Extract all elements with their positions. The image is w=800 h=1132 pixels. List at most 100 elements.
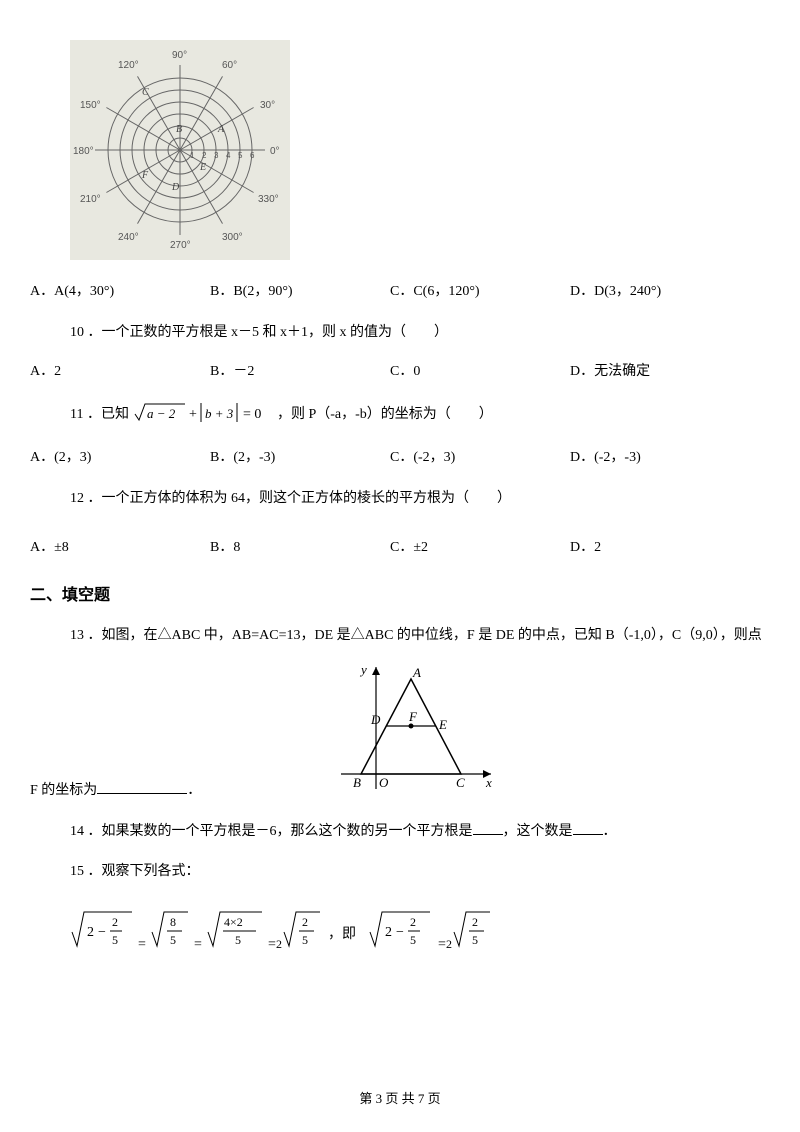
q12-option-a: A．±8 [30,536,210,556]
q10-stem: 10 ．一个正数的平方根是 x－5 和 x＋1，则 x 的值为（ ） [70,320,770,345]
svg-text:5: 5 [238,151,243,160]
svg-text:B: B [176,124,182,135]
svg-text:C: C [456,775,465,790]
svg-text:O: O [379,775,389,790]
svg-text:B: B [353,775,361,790]
polar-label-120: 120° [118,60,139,71]
q9-option-a: A．A(4，30°) [30,280,210,300]
svg-text:+: + [189,407,197,422]
svg-text:5: 5 [112,933,118,947]
polar-label-90: 90° [172,50,187,61]
svg-text:F: F [141,170,149,181]
svg-text:=: = [138,937,146,952]
svg-text:2: 2 [302,915,308,929]
svg-text:5: 5 [235,933,241,947]
q13-line2-prefix: F 的坐标为 [30,783,97,798]
svg-text:5: 5 [302,933,308,947]
svg-text:y: y [359,662,367,677]
triangle-figure: A B C D E F O x y [331,659,501,804]
svg-text:2: 2 [276,937,282,951]
q11-stem: 11 ．已知 a − 2 + b + 3 = 0 ，则 P（-a，-b）的坐标为… [70,400,770,428]
polar-label-300: 300° [222,232,243,243]
q11-options: A．(2，3) B．(2，-3) C．(-2，3) D．(-2，-3) [30,446,770,466]
q11-formula: a − 2 + b + 3 = 0 [133,400,273,428]
svg-text:=: = [438,937,446,952]
q12-option-c: C．±2 [390,536,570,556]
q9-option-d: D．D(3，240°) [570,280,750,300]
q13-line2-suffix: ． [187,783,201,798]
svg-text:b + 3: b + 3 [205,406,234,421]
q15-formula: 2 − 2 5 = 8 5 = 4×2 5 = 2 2 5 [70,904,770,960]
polar-label-210: 210° [80,194,101,205]
polar-label-330: 330° [258,194,279,205]
svg-text:3: 3 [214,151,219,160]
q11-option-d: D．(-2，-3) [570,446,750,466]
polar-label-0: 0° [270,146,280,157]
svg-text:2: 2 [385,925,392,940]
svg-text:−: − [98,925,106,940]
svg-text:6: 6 [250,151,255,160]
svg-text:A: A [217,124,225,135]
q10-option-b: B．－2 [210,360,390,380]
svg-text:E: E [438,717,447,732]
q11-option-a: A．(2，3) [30,446,210,466]
svg-text:D: D [370,712,381,727]
svg-text:1: 1 [190,151,195,160]
q11-prefix: 11 ．已知 [70,402,129,427]
svg-text:D: D [171,182,180,193]
svg-text:F: F [408,709,418,724]
svg-text:2: 2 [202,151,207,160]
q9-option-b: B．B(2，90°) [210,280,390,300]
svg-text:2: 2 [472,915,478,929]
q15-stem: 15 ．观察下列各式： [70,859,770,884]
svg-text:A: A [412,665,421,680]
svg-text:a − 2: a − 2 [147,406,176,421]
q14-stem: 14 ．如果某数的一个平方根是－6，那么这个数的另一个平方根是，这个数是． [70,819,770,844]
svg-text:2: 2 [87,925,94,940]
svg-text:4: 4 [226,151,231,160]
q10-option-c: C．0 [390,360,570,380]
polar-label-270: 270° [170,240,191,251]
svg-text:−: − [396,925,404,940]
q9-options: A．A(4，30°) B．B(2，90°) C．C(6，120°) D．D(3，… [30,280,770,300]
svg-text:2: 2 [410,915,416,929]
q12-stem: 12 ．一个正方体的体积为 64，则这个正方体的棱长的平方根为（ ） [70,486,770,511]
q11-option-b: B．(2，-3) [210,446,390,466]
section-2-heading: 二、填空题 [30,581,770,605]
svg-text:8: 8 [170,915,176,929]
q12-option-b: B．8 [210,536,390,556]
svg-text:=: = [194,937,202,952]
svg-text:E: E [199,162,206,173]
q10-option-d: D．无法确定 [570,360,750,380]
q13-line1: 13 ．如图，在△ABC 中，AB=AC=13，DE 是△ABC 的中位线，F … [70,623,770,648]
polar-radar-figure: 0° 30° 60° 90° 120° 150° 180° 210° 240° … [70,40,770,265]
q11-suffix: ，则 P（-a，-b）的坐标为（ ） [277,402,493,427]
svg-text:4×2: 4×2 [224,915,243,929]
polar-label-180: 180° [73,146,94,157]
svg-text:5: 5 [410,933,416,947]
svg-text:5: 5 [472,933,478,947]
q14-blank-2 [573,821,603,835]
svg-text:，即: ，即 [328,927,356,942]
q12-options: A．±8 B．8 C．±2 D．2 [30,536,770,556]
svg-text:x: x [485,775,492,790]
polar-label-60: 60° [222,60,237,71]
polar-label-150: 150° [80,100,101,111]
svg-text:5: 5 [170,933,176,947]
q12-option-d: D．2 [570,536,750,556]
q13-blank [97,780,187,794]
page-footer: 第 3 页 共 7 页 [0,1088,800,1107]
q10-options: A．2 B．－2 C．0 D．无法确定 [30,360,770,380]
svg-text:=: = [268,937,276,952]
q13-row: F 的坐标为 ． A B C D E F O x y [30,659,770,804]
svg-text:2: 2 [112,915,118,929]
polar-label-240: 240° [118,232,139,243]
svg-text:C: C [142,87,149,98]
q14-blank-1 [473,821,503,835]
svg-text:2: 2 [446,937,452,951]
q10-option-a: A．2 [30,360,210,380]
q11-option-c: C．(-2，3) [390,446,570,466]
polar-svg: 0° 30° 60° 90° 120° 150° 180° 210° 240° … [70,40,290,260]
polar-label-30: 30° [260,100,275,111]
svg-text:= 0: = 0 [243,407,261,422]
